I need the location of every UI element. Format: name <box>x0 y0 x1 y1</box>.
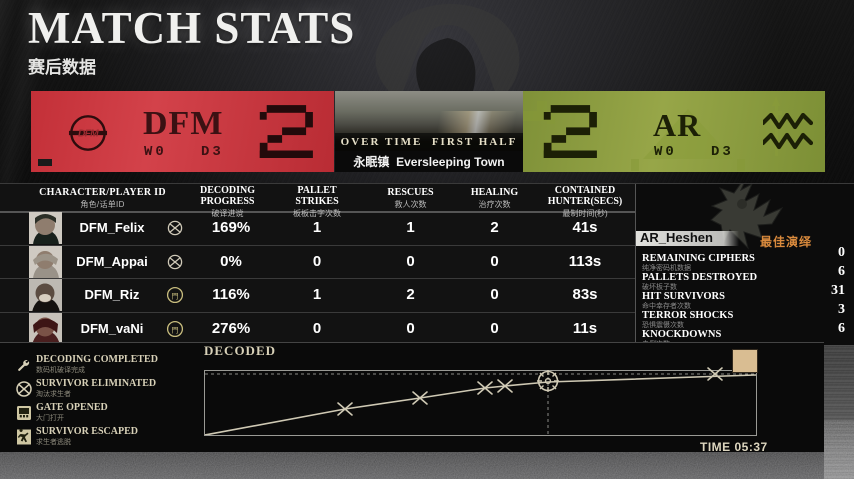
svg-text:DFM: DFM <box>78 129 99 140</box>
svg-text:門: 門 <box>172 293 179 301</box>
svg-text:門: 門 <box>172 326 179 334</box>
